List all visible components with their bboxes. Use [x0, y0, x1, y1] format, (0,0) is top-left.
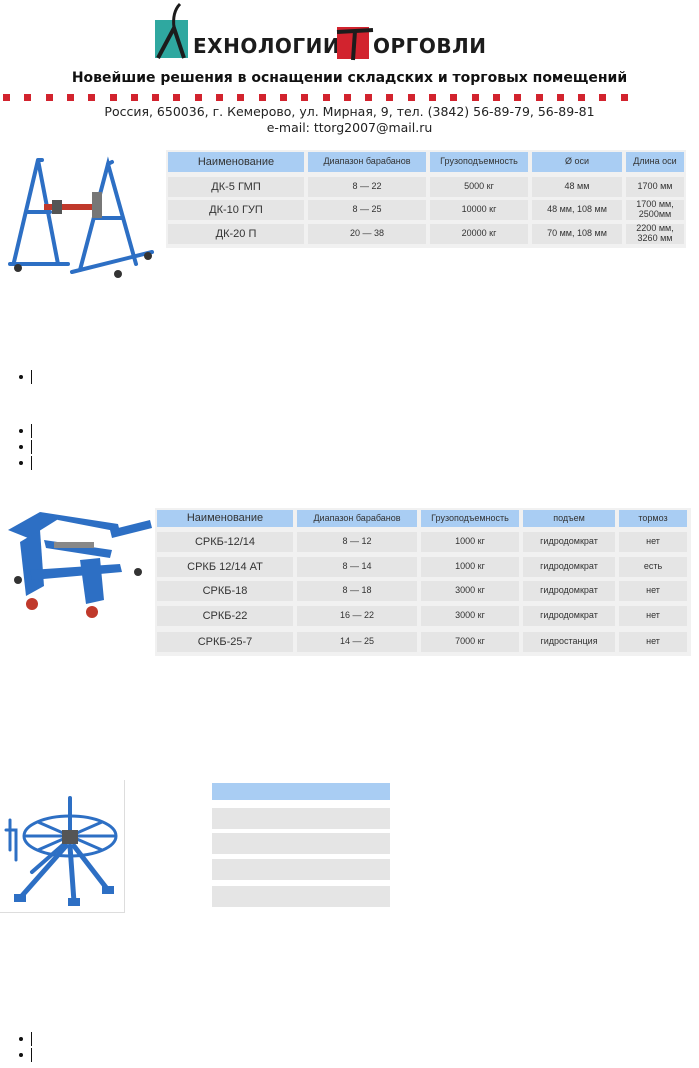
divider-dot	[429, 94, 436, 101]
divider-dot	[578, 94, 585, 101]
divider-dot	[131, 94, 138, 101]
table-header-cell: Грузоподъемность	[421, 510, 519, 527]
divider-dot	[514, 94, 521, 101]
table-header-cell: Диапазон барабанов	[308, 152, 426, 172]
logo-t-glyph-icon	[150, 0, 195, 62]
table-header-cell: Наименование	[157, 510, 293, 527]
table-cell: 10000 кг	[430, 200, 528, 220]
table-cell: 1000 кг	[421, 532, 519, 552]
table-cell: нет	[619, 532, 687, 552]
drum-jack-spec-table: Наименование Диапазон барабанов Грузоподъе…	[166, 150, 686, 248]
table-cell: есть	[619, 557, 687, 577]
table-cell: 3000 кг	[421, 606, 519, 626]
table-cell: гидродомкрат	[523, 606, 615, 626]
divider-dot	[88, 94, 95, 101]
divider-dot	[493, 94, 500, 101]
cable-drum-jack-image	[8, 152, 160, 282]
table-row-name-cell: СРКБ-22	[157, 606, 293, 626]
table-header-cell: Грузоподъемность	[430, 152, 528, 172]
table-cell: 1000 кг	[421, 557, 519, 577]
table-header-cell: подъем	[523, 510, 615, 527]
divider-dot	[599, 94, 606, 101]
address-line: Россия, 650036, г. Кемерово, ул. Мирная,…	[0, 104, 699, 119]
cable-reel-image	[4, 790, 120, 908]
logo-word-1: ЕХНОЛОГИИ	[193, 34, 340, 58]
table-cell: нет	[619, 632, 687, 652]
table-header-cell: Наименование	[168, 152, 304, 172]
table-header-cell: Длина оси	[626, 152, 684, 172]
divider-dot	[3, 94, 10, 101]
table-row-name-cell: ДК-10 ГУП	[168, 200, 304, 220]
divider-dot	[259, 94, 266, 101]
table-row-name-cell: СРКБ-25-7	[157, 632, 293, 652]
table-cell: 14 — 25	[297, 632, 417, 652]
cable-drum-trailer-image	[0, 500, 152, 620]
tagline: Новейшие решения в оснащении складских и…	[0, 70, 699, 86]
divider-dot	[386, 94, 393, 101]
logo-t2-glyph-icon	[333, 22, 377, 62]
table-header-cell	[212, 783, 390, 800]
table-cell	[212, 886, 390, 907]
divider-dot	[557, 94, 564, 101]
table-cell: 3000 кг	[421, 581, 519, 601]
table-cell: 8 — 22	[308, 177, 426, 197]
divider-dot	[536, 94, 543, 101]
divider-dot	[216, 94, 223, 101]
divider-dot	[237, 94, 244, 101]
table-cell: 8 — 12	[297, 532, 417, 552]
table-cell: гидродомкрат	[523, 581, 615, 601]
table-cell: 70 мм, 108 мм	[532, 224, 622, 244]
divider-dot	[152, 94, 159, 101]
table-cell: 1700 мм	[626, 177, 684, 197]
table-cell: гидродомкрат	[523, 532, 615, 552]
table-cell: 48 мм	[532, 177, 622, 197]
cable-trailer-spec-table: Наименование Диапазон барабанов Грузоподъе…	[155, 508, 691, 656]
table-cell: 2200 мм, 3260 мм	[626, 224, 684, 244]
table-header-cell: тормоз	[619, 510, 687, 527]
table-cell	[212, 833, 390, 854]
table-cell: 20 — 38	[308, 224, 426, 244]
table-cell: нет	[619, 581, 687, 601]
divider-dot	[472, 94, 479, 101]
divider-dot	[365, 94, 372, 101]
divider-dot	[67, 94, 74, 101]
table-row-name-cell: СРКБ-12/14	[157, 532, 293, 552]
table-cell: гидростанция	[523, 632, 615, 652]
table-cell: 8 — 18	[297, 581, 417, 601]
table-cell: 1700 мм, 2500мм	[626, 200, 684, 220]
table-cell: нет	[619, 606, 687, 626]
table-row-name-cell: СРКБ-18	[157, 581, 293, 601]
divider-dot	[195, 94, 202, 101]
table-cell	[212, 808, 390, 829]
table-header-cell: Ø оси	[532, 152, 622, 172]
table-row-name-cell: ДК-20 П	[168, 224, 304, 244]
table-cell: 16 — 22	[297, 606, 417, 626]
divider-dot	[450, 94, 457, 101]
email-line: e-mail: ttorg2007@mail.ru	[0, 120, 699, 135]
divider-dot	[173, 94, 180, 101]
divider-dot	[24, 94, 31, 101]
table-cell: 20000 кг	[430, 224, 528, 244]
divider-dot	[46, 94, 53, 101]
divider-dot	[323, 94, 330, 101]
table-row-name-cell: СРКБ 12/14 АТ	[157, 557, 293, 577]
table-row-name-cell: ДК-5 ГМП	[168, 177, 304, 197]
table-cell: 7000 кг	[421, 632, 519, 652]
divider-dot	[621, 94, 628, 101]
table-cell	[212, 859, 390, 880]
divider-dot	[344, 94, 351, 101]
table-cell: 8 — 14	[297, 557, 417, 577]
divider-dot	[408, 94, 415, 101]
table-cell: 5000 кг	[430, 177, 528, 197]
table-cell: 8 — 25	[308, 200, 426, 220]
divider-dot	[280, 94, 287, 101]
logo-word-2: ОРГОВЛИ	[373, 34, 487, 58]
divider-dot	[301, 94, 308, 101]
divider-dot	[110, 94, 117, 101]
table-cell: гидродомкрат	[523, 557, 615, 577]
cable-reel-spec-table	[211, 780, 391, 912]
dotted-divider	[0, 94, 699, 102]
table-header-cell: Диапазон барабанов	[297, 510, 417, 527]
table-cell: 48 мм, 108 мм	[532, 200, 622, 220]
